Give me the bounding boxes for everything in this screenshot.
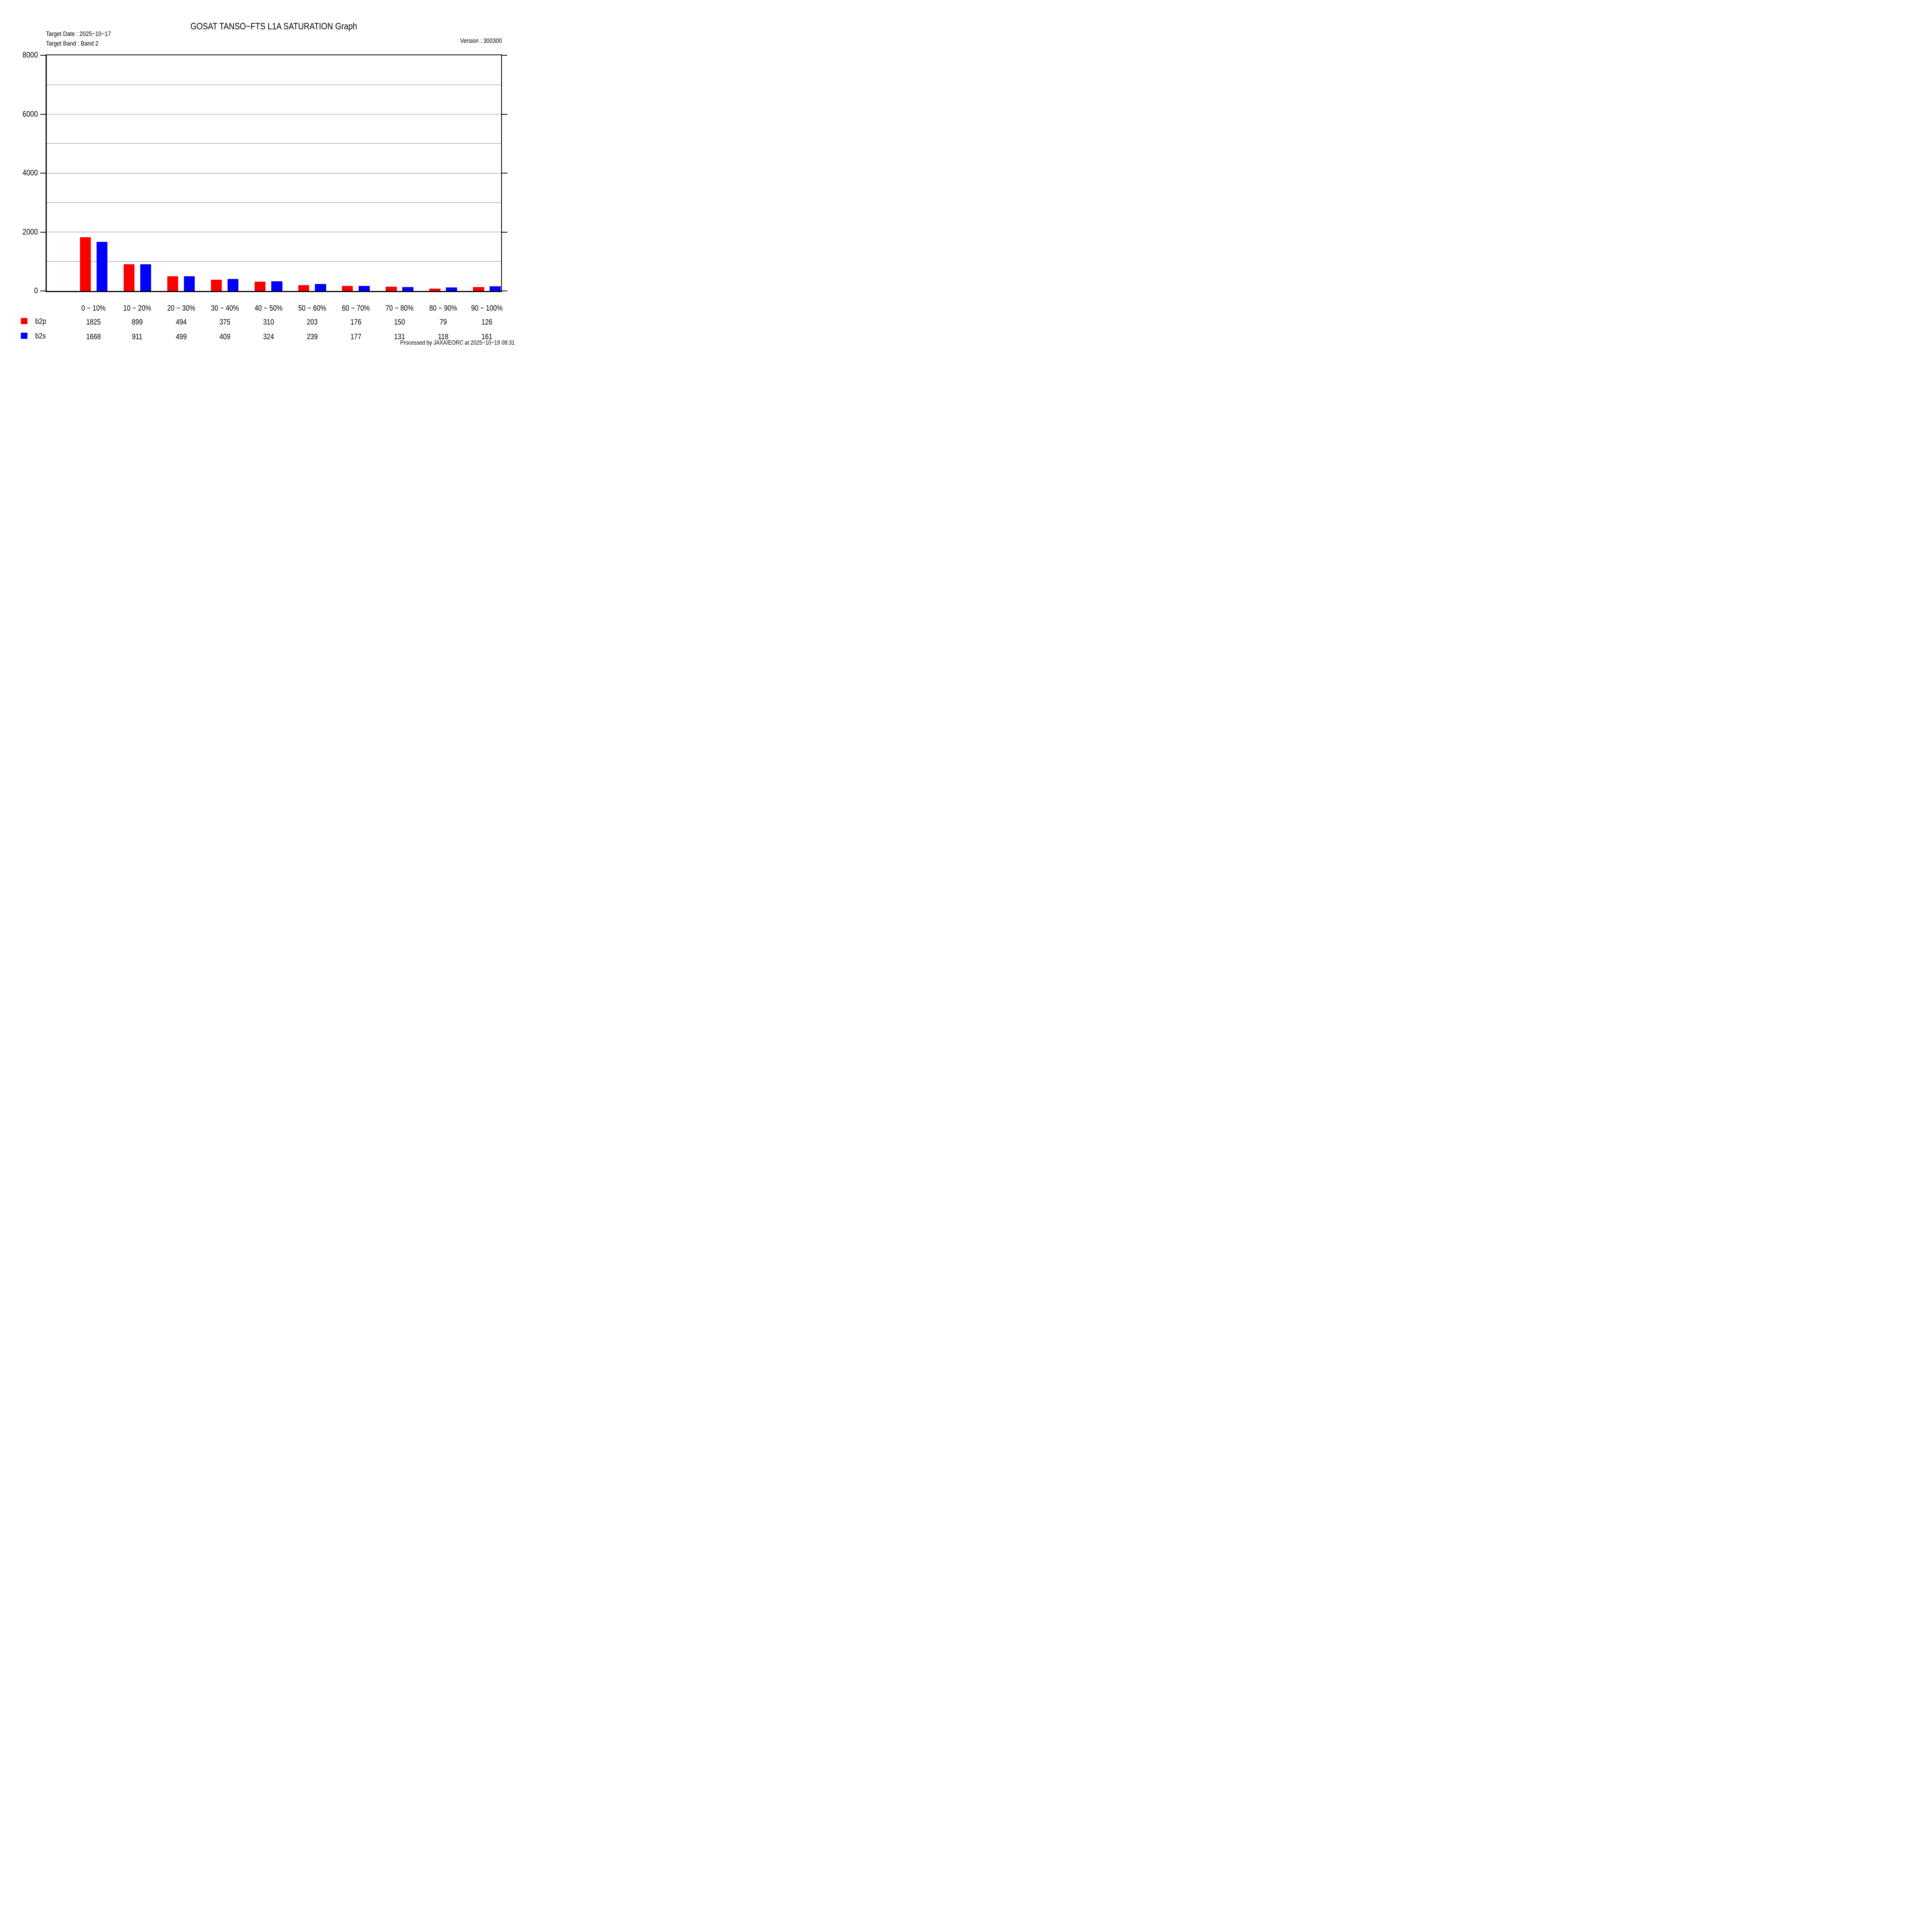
bar-b2p-60 − 70% [342, 286, 353, 291]
y-tick-right-8000 [502, 55, 507, 56]
value-b2p-9: 126 [481, 318, 493, 326]
value-b2s-7: 131 [394, 333, 405, 341]
value-b2p-7: 150 [394, 318, 405, 326]
y-axis-label-2000: 2000 [22, 227, 38, 236]
bar-b2p-30 − 40% [211, 280, 222, 291]
gridline-1000 [47, 261, 501, 262]
bar-b2p-90 − 100% [473, 287, 484, 291]
gridline-3000 [47, 202, 501, 203]
category-label-2: 20 − 30% [167, 304, 195, 313]
bar-b2s-0 − 10% [96, 241, 108, 291]
legend-label-b2s: b2s [35, 332, 46, 340]
y-axis-label-4000: 4000 [22, 168, 38, 177]
value-b2p-8: 79 [439, 318, 447, 326]
bar-b2p-10 − 20% [123, 264, 135, 291]
category-label-6: 60 − 70% [342, 304, 370, 313]
value-b2s-8: 118 [438, 333, 449, 341]
bar-b2p-0 − 10% [80, 237, 91, 291]
value-b2p-3: 375 [219, 318, 230, 326]
y-tick-left-2000 [40, 231, 46, 233]
bar-b2s-20 − 30% [184, 276, 195, 291]
value-b2s-1: 911 [132, 333, 143, 341]
value-b2p-5: 203 [306, 318, 318, 326]
bar-b2s-30 − 40% [227, 279, 239, 291]
category-label-9: 90 − 100% [471, 304, 503, 313]
plot-area [40, 54, 507, 292]
bar-b2s-70 − 80% [402, 287, 413, 291]
legend-label-b2p: b2p [35, 317, 46, 326]
legend-swatch-b2s [21, 333, 27, 339]
value-b2p-6: 176 [350, 318, 361, 326]
value-b2p-0: 1825 [86, 318, 101, 326]
y-axis-label-6000: 6000 [22, 109, 38, 119]
value-b2s-3: 409 [219, 333, 230, 341]
value-b2s-2: 499 [175, 333, 187, 341]
y-tick-right-6000 [502, 114, 507, 115]
processed-by-label: Processed by JAXA/EORC at 2025−10−19 08:… [400, 340, 515, 346]
target-band-label: Target Band : Band 2 [46, 40, 99, 47]
category-label-8: 80 − 90% [429, 304, 457, 313]
bar-b2p-70 − 80% [385, 286, 397, 291]
category-label-1: 10 − 20% [123, 304, 151, 313]
value-b2s-9: 161 [481, 333, 493, 341]
value-b2p-2: 494 [175, 318, 187, 326]
bar-b2s-40 − 50% [271, 281, 282, 291]
chart-title: GOSAT TANSO−FTS L1A SATURATION Graph [190, 21, 357, 32]
legend-swatch-b2p [21, 318, 27, 324]
category-label-4: 40 − 50% [254, 304, 282, 313]
value-b2s-4: 324 [263, 333, 274, 341]
bar-b2s-90 − 100% [490, 286, 501, 291]
y-tick-right-2000 [502, 231, 507, 233]
bar-b2s-60 − 70% [359, 286, 370, 291]
bar-b2p-40 − 50% [254, 282, 266, 291]
gosat-saturation-graph-page: GOSAT TANSO−FTS L1A SATURATION Graph Tar… [0, 0, 542, 383]
value-b2s-5: 239 [306, 333, 318, 341]
y-tick-left-6000 [40, 114, 46, 115]
bar-b2p-80 − 90% [429, 288, 440, 291]
value-b2s-0: 1668 [86, 333, 101, 341]
category-label-3: 30 − 40% [211, 304, 239, 313]
value-b2s-6: 177 [350, 333, 361, 341]
bar-b2p-20 − 30% [167, 276, 179, 291]
gridline-5000 [47, 143, 501, 144]
value-b2p-1: 899 [132, 318, 143, 326]
category-label-0: 0 − 10% [81, 304, 106, 313]
y-tick-left-8000 [40, 55, 46, 56]
y-axis-label-8000: 8000 [22, 51, 38, 60]
value-b2p-4: 310 [263, 318, 274, 326]
version-label: Version : 300300 [460, 37, 502, 44]
bar-b2p-50 − 60% [298, 285, 310, 291]
target-date-label: Target Date : 2025−10−17 [46, 30, 111, 37]
category-label-7: 70 − 80% [385, 304, 413, 313]
category-label-5: 50 − 60% [298, 304, 326, 313]
bar-b2s-10 − 20% [140, 264, 151, 291]
bar-b2s-50 − 60% [315, 284, 326, 291]
bar-b2s-80 − 90% [446, 287, 457, 291]
y-axis-label-0: 0 [34, 286, 38, 295]
